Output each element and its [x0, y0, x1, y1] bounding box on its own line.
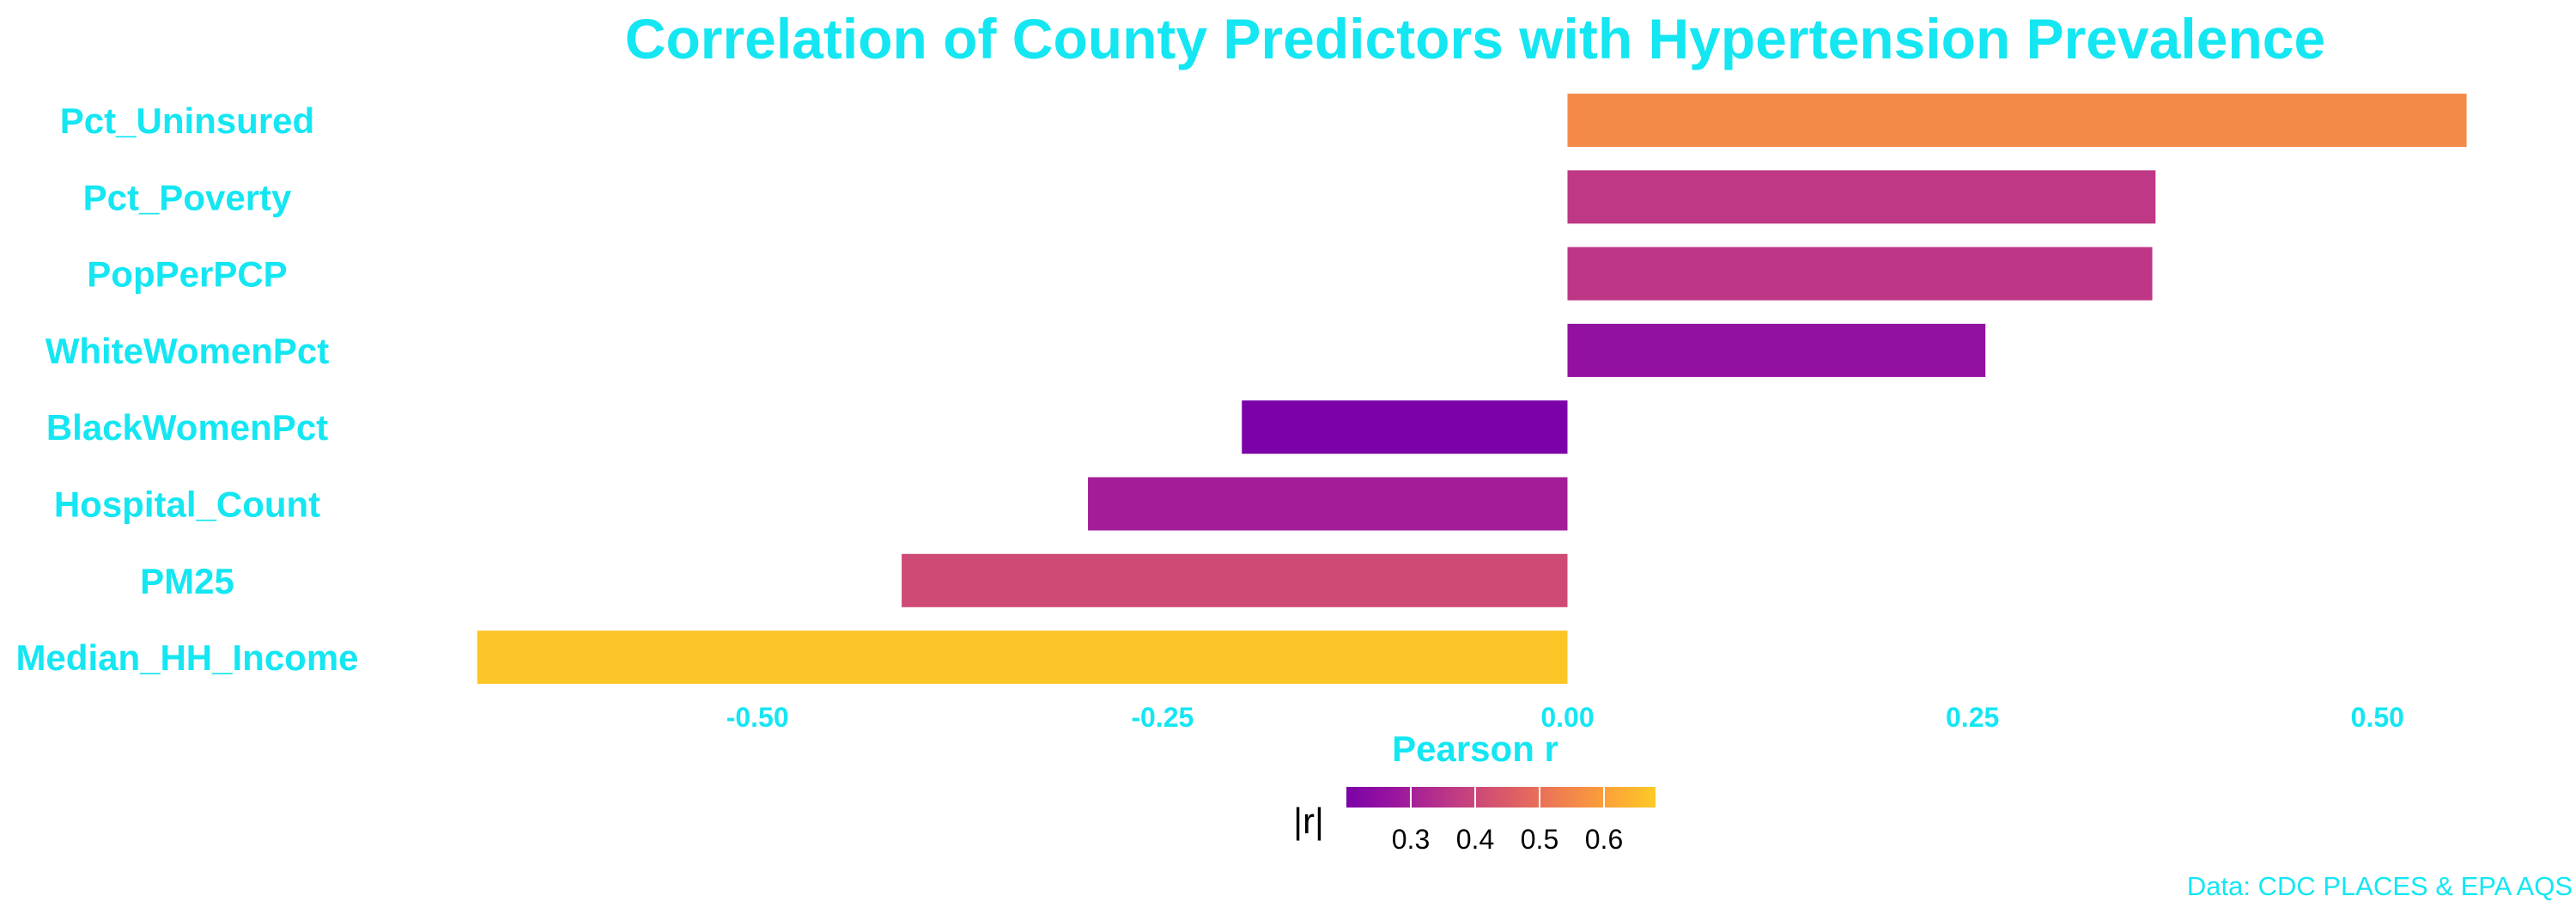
category-label: PM25 — [140, 561, 234, 601]
chart-title: Correlation of County Predictors with Hy… — [625, 7, 2325, 70]
category-labels: Pct_Uninsured Pct_Poverty PopPerPCP WhiteWo… — [15, 101, 358, 678]
bar-whitewomenpct — [1567, 323, 1986, 377]
bar-median-hh-income — [477, 631, 1568, 685]
bar-blackwomenpct — [1242, 400, 1568, 454]
bar-popperpcp — [1567, 247, 2153, 301]
bar-pct-uninsured — [1567, 94, 2467, 147]
bar-pct-poverty — [1567, 170, 2156, 224]
x-tick-label: -0.50 — [726, 702, 789, 733]
x-tick-label: -0.25 — [1131, 702, 1194, 733]
x-tick-labels: -0.50 -0.25 0.00 0.25 0.50 — [726, 702, 2404, 733]
legend-title: |r| — [1293, 801, 1324, 841]
category-label: Hospital_Count — [54, 485, 320, 525]
legend: |r| 0.3 0.4 0.5 0.6 — [1293, 787, 1656, 855]
x-tick-label: 0.50 — [2351, 702, 2404, 733]
legend-ticks: 0.3 0.4 0.5 0.6 — [1392, 787, 1623, 855]
x-tick-label: 0.25 — [1946, 702, 1999, 733]
legend-tick-label: 0.5 — [1521, 824, 1558, 855]
caption: Data: CDC PLACES & EPA AQS — [2187, 871, 2573, 901]
category-label: BlackWomenPct — [46, 407, 328, 448]
x-tick-label: 0.00 — [1540, 702, 1594, 733]
bar-pm25 — [902, 553, 1568, 607]
legend-tick-label: 0.6 — [1585, 824, 1623, 855]
category-label: WhiteWomenPct — [46, 331, 330, 371]
bar-hospital-count — [1088, 477, 1568, 531]
x-axis-title: Pearson r — [1392, 728, 1558, 769]
category-label: Median_HH_Income — [15, 637, 358, 678]
category-label: PopPerPCP — [87, 254, 287, 295]
legend-tick-label: 0.4 — [1456, 824, 1494, 855]
bar-group — [477, 94, 2467, 685]
legend-colorbar — [1346, 787, 1656, 808]
category-label: Pct_Poverty — [83, 177, 292, 217]
category-label: Pct_Uninsured — [60, 101, 314, 141]
legend-tick-label: 0.3 — [1392, 824, 1430, 855]
